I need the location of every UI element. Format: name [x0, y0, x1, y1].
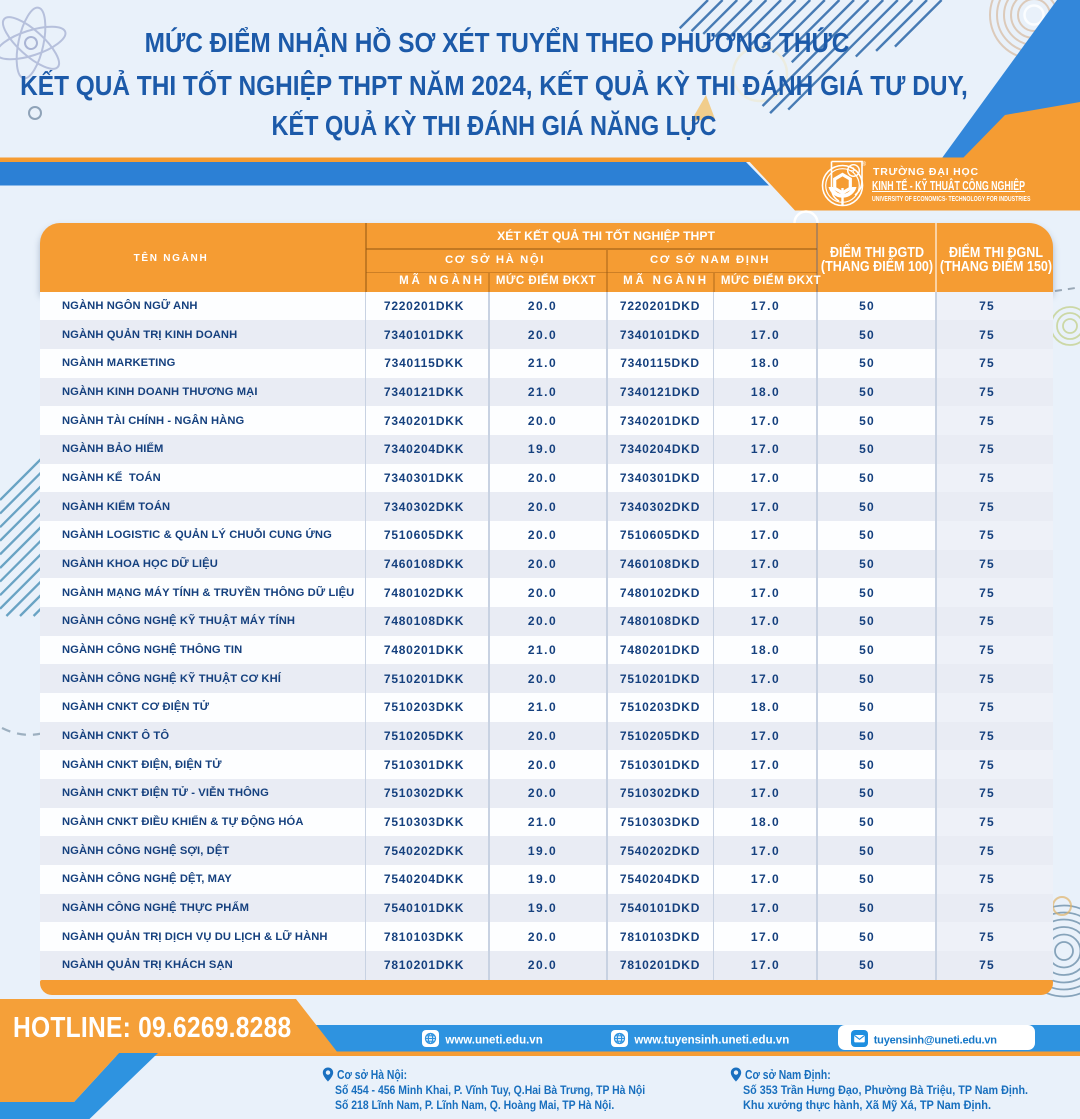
- svg-text:®: ®: [862, 161, 867, 168]
